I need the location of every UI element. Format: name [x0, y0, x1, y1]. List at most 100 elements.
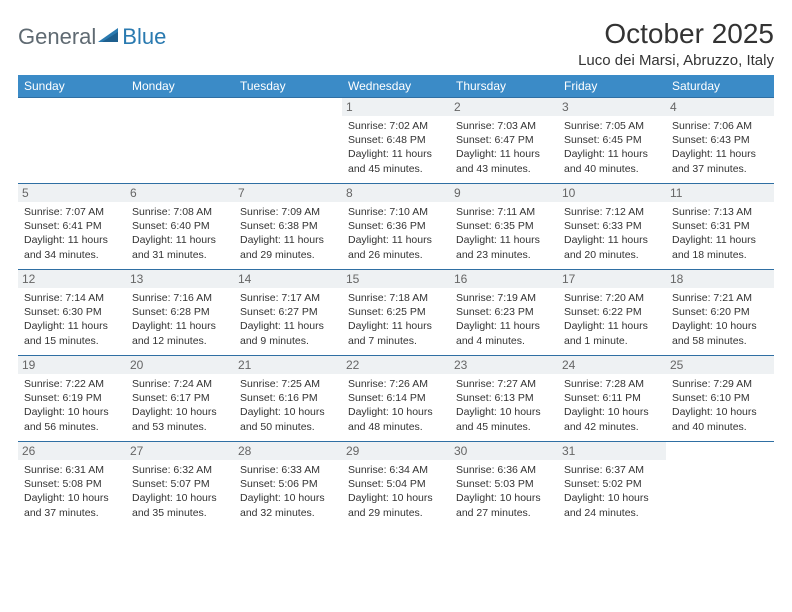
week-row: 26 Sunrise: 6:31 AMSunset: 5:08 PMDayligh… — [18, 442, 774, 528]
day-info: Sunrise: 7:17 AMSunset: 6:27 PMDaylight:… — [240, 291, 336, 348]
day-cell: 18 Sunrise: 7:21 AMSunset: 6:20 PMDayligh… — [666, 270, 774, 356]
day-cell: 17 Sunrise: 7:20 AMSunset: 6:22 PMDayligh… — [558, 270, 666, 356]
day-cell: 20Sunrise: 7:24 AMSunset: 6:17 PMDayligh… — [126, 356, 234, 442]
day-cell: 8Sunrise: 7:10 AMSunset: 6:36 PMDaylight… — [342, 184, 450, 270]
day-number: 9 — [450, 184, 558, 202]
day-number: 31 — [558, 442, 666, 460]
day-cell: 13Sunrise: 7:16 AMSunset: 6:28 PMDayligh… — [126, 270, 234, 356]
day-cell: 24 Sunrise: 7:28 AMSunset: 6:11 PMDayligh… — [558, 356, 666, 442]
day-number: 13 — [126, 270, 234, 288]
day-cell: 16Sunrise: 7:19 AMSunset: 6:23 PMDayligh… — [450, 270, 558, 356]
day-cell: 2 Sunrise: 7:03 AMSunset: 6:47 PMDaylight… — [450, 98, 558, 184]
day-cell: 10Sunrise: 7:12 AMSunset: 6:33 PMDayligh… — [558, 184, 666, 270]
day-number: 4 — [666, 98, 774, 116]
day-info: Sunrise: 7:20 AMSunset: 6:22 PMDaylight:… — [564, 291, 660, 348]
weekday-header: Sunday — [18, 75, 126, 98]
day-info: Sunrise: 6:32 AMSunset: 5:07 PMDaylight:… — [132, 463, 228, 520]
day-info: Sunrise: 7:26 AMSunset: 6:14 PMDaylight:… — [348, 377, 444, 434]
day-cell: 22Sunrise: 7:26 AMSunset: 6:14 PMDayligh… — [342, 356, 450, 442]
day-cell: 12 Sunrise: 7:14 AMSunset: 6:30 PMDayligh… — [18, 270, 126, 356]
day-info: Sunrise: 7:11 AMSunset: 6:35 PMDaylight:… — [456, 205, 552, 262]
day-cell: 11Sunrise: 7:13 AMSunset: 6:31 PMDayligh… — [666, 184, 774, 270]
day-number: 25 — [666, 356, 774, 374]
day-cell — [126, 98, 234, 184]
day-number: 21 — [234, 356, 342, 374]
day-number: 16 — [450, 270, 558, 288]
day-info: Sunrise: 7:21 AMSunset: 6:20 PMDaylight:… — [672, 291, 768, 348]
day-info: Sunrise: 7:18 AMSunset: 6:25 PMDaylight:… — [348, 291, 444, 348]
day-number: 28 — [234, 442, 342, 460]
day-cell: 9 Sunrise: 7:11 AMSunset: 6:35 PMDaylight… — [450, 184, 558, 270]
day-info: Sunrise: 7:05 AMSunset: 6:45 PMDaylight:… — [564, 119, 660, 176]
day-info: Sunrise: 7:09 AMSunset: 6:38 PMDaylight:… — [240, 205, 336, 262]
day-info: Sunrise: 6:33 AMSunset: 5:06 PMDaylight:… — [240, 463, 336, 520]
month-title: October 2025 — [578, 18, 774, 50]
day-number: 24 — [558, 356, 666, 374]
weekday-header: Monday — [126, 75, 234, 98]
day-number: 6 — [126, 184, 234, 202]
day-number: 18 — [666, 270, 774, 288]
day-info: Sunrise: 7:25 AMSunset: 6:16 PMDaylight:… — [240, 377, 336, 434]
day-info: Sunrise: 7:06 AMSunset: 6:43 PMDaylight:… — [672, 119, 768, 176]
day-cell: 29 Sunrise: 6:34 AMSunset: 5:04 PMDayligh… — [342, 442, 450, 528]
brand-text-blue: Blue — [122, 24, 166, 50]
day-cell: 4 Sunrise: 7:06 AMSunset: 6:43 PMDaylight… — [666, 98, 774, 184]
weekday-header: Tuesday — [234, 75, 342, 98]
day-number: 29 — [342, 442, 450, 460]
day-info: Sunrise: 7:10 AMSunset: 6:36 PMDaylight:… — [348, 205, 444, 262]
weekday-header: Thursday — [450, 75, 558, 98]
day-info: Sunrise: 7:22 AMSunset: 6:19 PMDaylight:… — [24, 377, 120, 434]
day-number: 17 — [558, 270, 666, 288]
day-cell: 19 Sunrise: 7:22 AMSunset: 6:19 PMDayligh… — [18, 356, 126, 442]
day-number: 11 — [666, 184, 774, 202]
brand-triangle-icon — [98, 26, 120, 49]
brand-text-general: General — [18, 24, 96, 50]
day-number: 14 — [234, 270, 342, 288]
header: General Blue October 2025 Luco dei Marsi… — [18, 18, 774, 69]
day-number: 2 — [450, 98, 558, 116]
day-cell: 5Sunrise: 7:07 AMSunset: 6:41 PMDaylight… — [18, 184, 126, 270]
location: Luco dei Marsi, Abruzzo, Italy — [578, 52, 774, 69]
week-row: 5Sunrise: 7:07 AMSunset: 6:41 PMDaylight… — [18, 184, 774, 270]
day-cell — [18, 98, 126, 184]
brand-logo: General Blue — [18, 18, 166, 50]
day-cell — [666, 442, 774, 528]
day-number: 27 — [126, 442, 234, 460]
day-cell: 28 Sunrise: 6:33 AMSunset: 5:06 PMDayligh… — [234, 442, 342, 528]
weekday-header-row: Sunday Monday Tuesday Wednesday Thursday… — [18, 75, 774, 98]
day-cell: 26 Sunrise: 6:31 AMSunset: 5:08 PMDayligh… — [18, 442, 126, 528]
day-number: 1 — [342, 98, 450, 116]
day-cell: 31Sunrise: 6:37 AMSunset: 5:02 PMDayligh… — [558, 442, 666, 528]
day-number: 23 — [450, 356, 558, 374]
week-row: 19 Sunrise: 7:22 AMSunset: 6:19 PMDayligh… — [18, 356, 774, 442]
day-number: 12 — [18, 270, 126, 288]
day-number: 10 — [558, 184, 666, 202]
day-number: 20 — [126, 356, 234, 374]
day-info: Sunrise: 6:31 AMSunset: 5:08 PMDaylight:… — [24, 463, 120, 520]
day-number: 26 — [18, 442, 126, 460]
day-cell: 23Sunrise: 7:27 AMSunset: 6:13 PMDayligh… — [450, 356, 558, 442]
day-number: 7 — [234, 184, 342, 202]
day-cell: 30Sunrise: 6:36 AMSunset: 5:03 PMDayligh… — [450, 442, 558, 528]
day-number: 3 — [558, 98, 666, 116]
day-info: Sunrise: 6:34 AMSunset: 5:04 PMDaylight:… — [348, 463, 444, 520]
day-info: Sunrise: 7:03 AMSunset: 6:47 PMDaylight:… — [456, 119, 552, 176]
day-info: Sunrise: 7:14 AMSunset: 6:30 PMDaylight:… — [24, 291, 120, 348]
week-row: 1 Sunrise: 7:02 AMSunset: 6:48 PMDaylight… — [18, 98, 774, 184]
weekday-header: Friday — [558, 75, 666, 98]
day-cell: 15Sunrise: 7:18 AMSunset: 6:25 PMDayligh… — [342, 270, 450, 356]
day-cell: 21 Sunrise: 7:25 AMSunset: 6:16 PMDayligh… — [234, 356, 342, 442]
day-number: 5 — [18, 184, 126, 202]
day-cell: 3 Sunrise: 7:05 AMSunset: 6:45 PMDaylight… — [558, 98, 666, 184]
day-cell: 7 Sunrise: 7:09 AMSunset: 6:38 PMDaylight… — [234, 184, 342, 270]
week-row: 12 Sunrise: 7:14 AMSunset: 6:30 PMDayligh… — [18, 270, 774, 356]
day-info: Sunrise: 7:28 AMSunset: 6:11 PMDaylight:… — [564, 377, 660, 434]
day-info: Sunrise: 6:36 AMSunset: 5:03 PMDaylight:… — [456, 463, 552, 520]
day-info: Sunrise: 7:02 AMSunset: 6:48 PMDaylight:… — [348, 119, 444, 176]
day-info: Sunrise: 7:08 AMSunset: 6:40 PMDaylight:… — [132, 205, 228, 262]
day-number: 19 — [18, 356, 126, 374]
calendar-table: Sunday Monday Tuesday Wednesday Thursday… — [18, 75, 774, 528]
day-cell: 27 Sunrise: 6:32 AMSunset: 5:07 PMDayligh… — [126, 442, 234, 528]
day-info: Sunrise: 7:29 AMSunset: 6:10 PMDaylight:… — [672, 377, 768, 434]
weekday-header: Saturday — [666, 75, 774, 98]
